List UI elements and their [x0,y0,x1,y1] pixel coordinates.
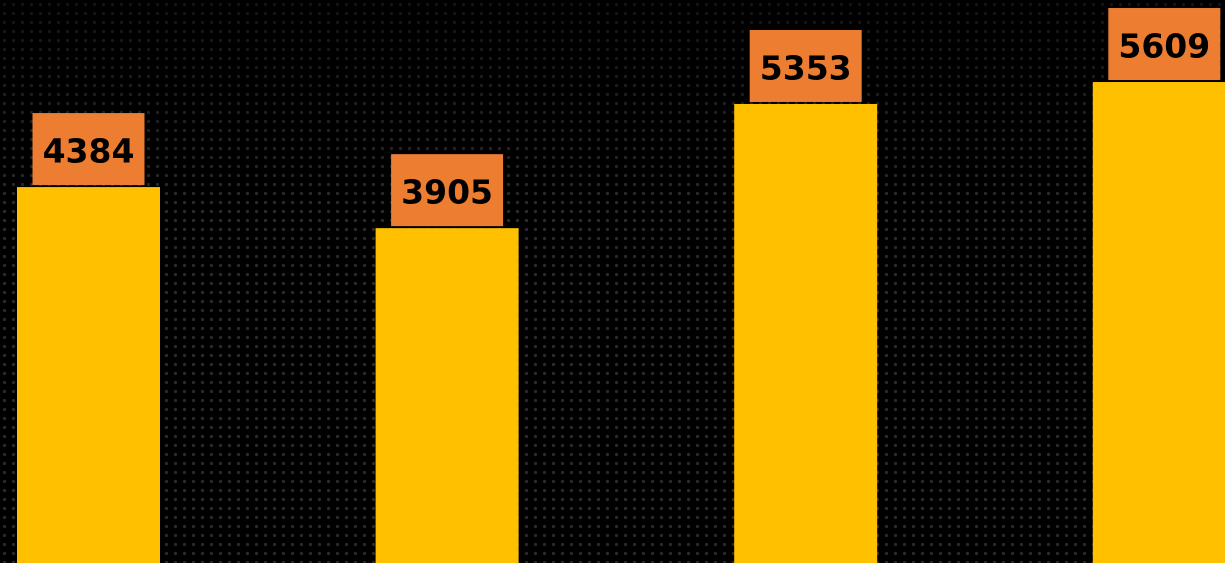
bar [1092,82,1225,563]
data-label-box [749,29,862,102]
data-label-box [1108,8,1221,81]
data-label-box [32,113,145,186]
data-label: 3905 [401,173,493,212]
bar [734,103,878,563]
data-label: 5353 [760,48,852,87]
background-fade [0,0,1225,200]
bar [375,228,519,563]
data-label-box [391,154,504,227]
bar [17,187,160,563]
data-label: 4384 [43,132,135,171]
data-label: 5609 [1118,27,1210,66]
